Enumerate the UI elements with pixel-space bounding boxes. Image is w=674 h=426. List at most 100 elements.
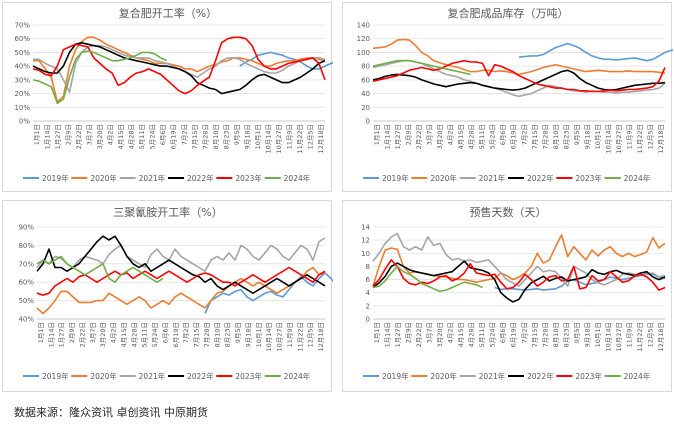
x-tick-label: 3月20日	[436, 124, 444, 149]
series-line-2024年	[36, 255, 164, 283]
x-tick-label: 7月28日	[541, 124, 549, 149]
x-tick-label: 8月23日	[224, 322, 232, 347]
series-line-2020年	[36, 266, 326, 315]
x-tick-label: 4月15日	[117, 124, 125, 149]
chart-svg: 复合肥成品库存（万吨） 0 20 40 60 80 100 120 140 1月1日 1月14日 1月…	[357, 6, 673, 183]
legend-label: 2023年	[575, 173, 602, 183]
x-tick-label: 9月18日	[244, 322, 252, 347]
x-tick-label: 4月2日	[110, 322, 118, 343]
x-tick-label: 3月7日	[86, 124, 94, 145]
x-tick-label: 1月1日	[373, 322, 381, 343]
x-tick-label: 8月10日	[213, 322, 221, 347]
y-tick-label: 40%	[14, 63, 30, 71]
legend-label: 2024年	[284, 173, 311, 183]
y-tick-label: 70%	[14, 22, 30, 30]
x-tick-label: 6月19日	[510, 124, 518, 149]
x-tick-label: 2月22日	[78, 322, 86, 347]
x-tick-label: 6月6日	[159, 124, 167, 145]
series-line-2023年	[372, 59, 666, 93]
y-tick-label: 0%	[19, 118, 30, 126]
chart-title: 预售天数（天）	[470, 205, 547, 219]
chart-panel-melamine-operating-rate: 三聚氰胺开工率（%） 40% 50% 60% 70% 80% 90% 1月1日 1月14日 1月2…	[2, 200, 333, 392]
x-tick-label: 5月11日	[478, 322, 486, 347]
x-tick-label: 5月24日	[489, 322, 497, 347]
x-tick-label: 9月5日	[233, 124, 241, 145]
chart-title: 三聚氰胺开工率（%）	[113, 205, 222, 219]
x-tick-label: 8月10日	[212, 124, 220, 149]
x-tick-label: 7月15日	[531, 124, 539, 149]
x-tick-label: 4月2日	[107, 124, 115, 145]
y-tick-label: 50%	[14, 49, 30, 57]
y-tick-label: 12	[361, 237, 370, 245]
x-tick-label: 2月9日	[405, 322, 413, 343]
x-tick-label: 10月1日	[594, 322, 602, 347]
x-tick-label: 8月10日	[552, 322, 560, 347]
x-tick-label: 1月27日	[394, 124, 402, 149]
legend-label: 2019年	[42, 371, 69, 381]
x-tick-label: 10月1日	[594, 124, 602, 149]
series-line-2022年	[372, 69, 666, 91]
x-tick-label: 12月5日	[307, 322, 315, 347]
x-tick-label: 1月14日	[384, 124, 392, 149]
y-tick-label: 100	[357, 49, 370, 57]
x-tick-label: 7月2日	[182, 322, 190, 343]
series-line-2019年	[518, 42, 673, 62]
x-tick-label: 9月18日	[583, 322, 591, 347]
series-line-2020年	[372, 38, 666, 76]
x-tick-label: 4月2日	[447, 322, 455, 343]
y-tick-label: 10	[361, 250, 370, 258]
legend-label: 2021年	[479, 371, 506, 381]
x-tick-label: 12月5日	[646, 322, 654, 347]
x-tick-label: 5月11日	[478, 124, 486, 149]
x-tick-label: 5月11日	[141, 322, 149, 347]
x-tick-label: 1月27日	[394, 322, 402, 347]
y-tick-label: 140	[357, 22, 370, 30]
chart-panel-presale-days: 预售天数（天） 0 2 4 6 8 10 12 14 1月1日 1月14日 1月27日 2月9日 2月22…	[342, 200, 672, 392]
x-tick-label: 10月27日	[276, 322, 284, 352]
y-tick-label: 0	[366, 316, 370, 324]
x-tick-label: 3月20日	[96, 124, 104, 149]
x-tick-label: 7月15日	[531, 322, 539, 347]
legend-label: 2021年	[479, 173, 506, 183]
x-tick-label: 7月28日	[201, 124, 209, 149]
x-tick-label: 1月1日	[37, 322, 45, 343]
x-tick-label: 4月28日	[128, 124, 136, 149]
x-tick-label: 3月7日	[426, 322, 434, 343]
chart-svg: 三聚氰胺开工率（%） 40% 50% 60% 70% 80% 90% 1月1日 1月14日 1月2…	[18, 205, 333, 381]
series-line-2022年	[32, 41, 326, 95]
x-tick-label: 9月18日	[243, 124, 251, 149]
x-tick-label: 1月14日	[47, 322, 55, 347]
legend-label: 2019年	[382, 371, 409, 381]
x-tick-label: 4月15日	[457, 124, 465, 149]
legend-label: 2020年	[90, 371, 117, 381]
x-tick-label: 5月24日	[151, 322, 159, 347]
y-tick-label: 30%	[14, 76, 30, 84]
chart-title: 复合肥成品库存（万吨）	[448, 6, 569, 20]
x-tick-label: 6月19日	[170, 124, 178, 149]
chart-panel-compound-fertilizer-inventory: 复合肥成品库存（万吨） 0 20 40 60 80 100 120 140 1月1日 1月14日 1月…	[342, 2, 673, 192]
x-tick-label: 8月23日	[562, 124, 570, 149]
legend-label: 2023年	[575, 371, 602, 381]
x-tick-label: 6月6日	[499, 322, 507, 343]
x-tick-label: 12月18日	[317, 322, 325, 352]
x-tick-label: 8月23日	[562, 322, 570, 347]
series-line-2021年	[36, 237, 326, 272]
legend-label: 2024年	[624, 371, 651, 381]
x-tick-label: 11月22日	[636, 124, 644, 154]
x-tick-label: 2月22日	[415, 124, 423, 149]
x-tick-label: 10月14日	[264, 124, 272, 154]
y-tick-label: 2	[366, 302, 370, 310]
x-tick-label: 10月27日	[275, 124, 283, 154]
y-tick-label: 60	[361, 76, 370, 84]
y-tick-label: 60%	[14, 35, 30, 43]
x-tick-label: 4月15日	[120, 322, 128, 347]
x-tick-label: 9月18日	[583, 124, 591, 149]
x-tick-label: 10月14日	[604, 124, 612, 154]
legend-label: 2022年	[527, 173, 554, 183]
legend-label: 2021年	[139, 173, 166, 183]
x-tick-label: 12月18日	[317, 124, 325, 154]
x-tick-label: 2月9日	[65, 124, 73, 145]
x-tick-label: 4月28日	[468, 124, 476, 149]
y-tick-label: 20	[361, 104, 370, 112]
x-tick-label: 4月28日	[130, 322, 138, 347]
